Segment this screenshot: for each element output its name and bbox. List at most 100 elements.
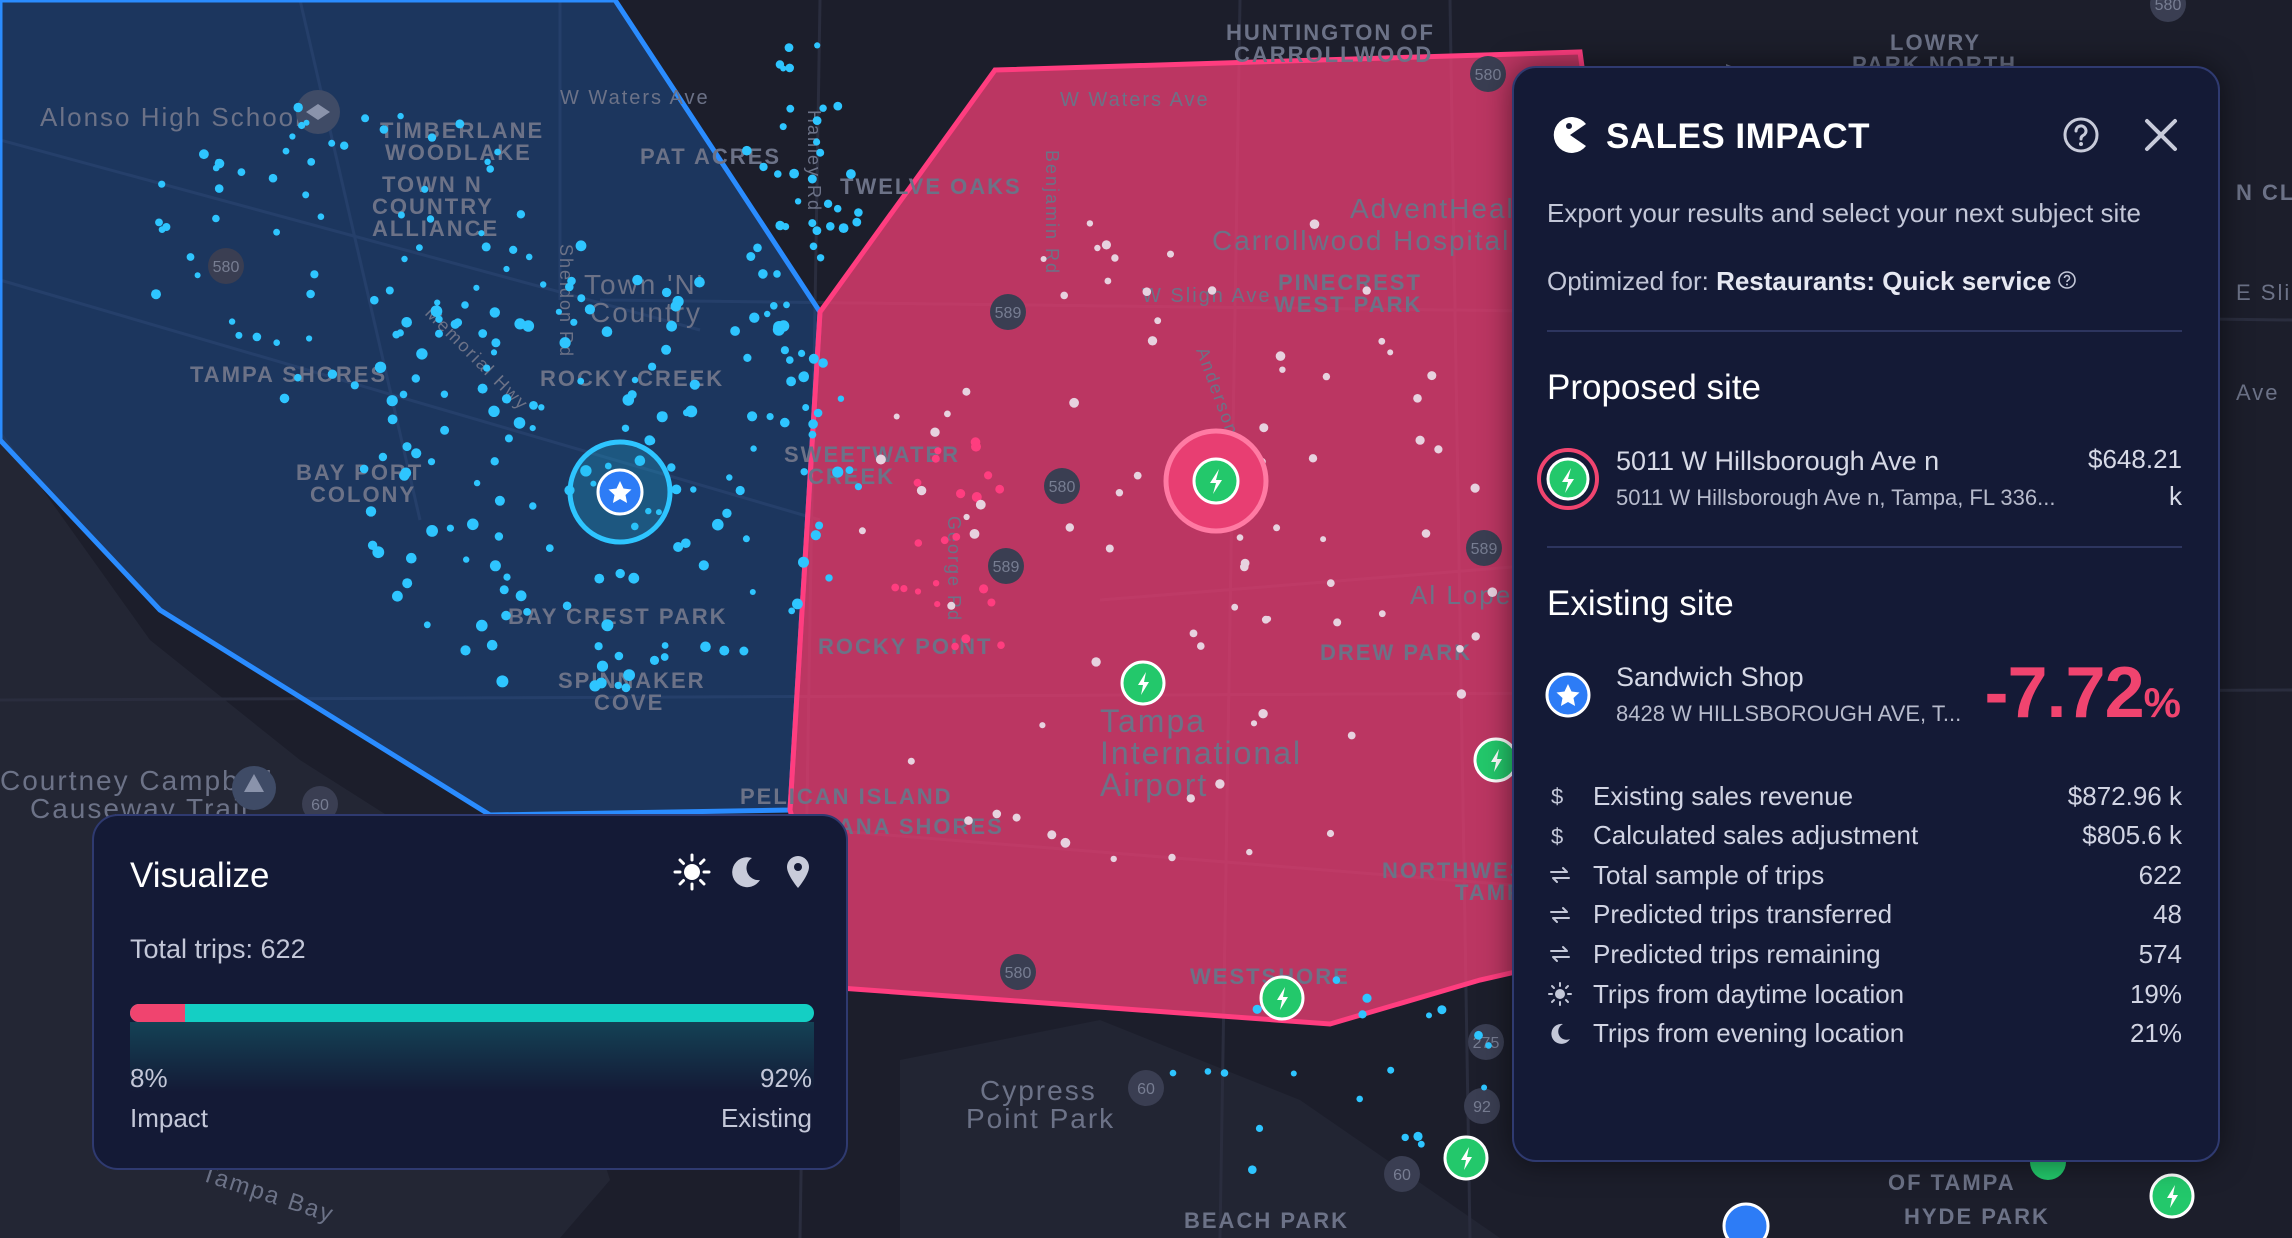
- trip-dot: [1332, 976, 1341, 984]
- existing-site-marker[interactable]: [567, 439, 673, 545]
- trip-dot: [435, 329, 443, 338]
- trip-dot: [1197, 642, 1205, 650]
- sun-icon[interactable]: [672, 852, 712, 897]
- trip-dot: [401, 255, 408, 263]
- trip-dot: [361, 114, 370, 123]
- trip-dot: [1427, 371, 1437, 381]
- svg-text:Hanley Rd: Hanley Rd: [804, 110, 824, 212]
- info-icon[interactable]: [2057, 266, 2077, 297]
- trip-dot: [749, 589, 756, 595]
- trip-dot: [1142, 287, 1152, 297]
- metric-row: Predicted trips remaining 574: [1547, 934, 2182, 974]
- trip-dot: [303, 119, 310, 126]
- close-icon[interactable]: [2138, 112, 2184, 158]
- trip-dot: [268, 173, 278, 183]
- proposed-site-address: 5011 W Hillsborough Ave n, Tampa, FL 336…: [1616, 485, 2056, 510]
- location-pin-icon[interactable]: [780, 852, 816, 897]
- svg-text:W Sligh Ave: W Sligh Ave: [1142, 285, 1271, 307]
- proposed-site-row[interactable]: 5011 W Hillsborough Ave n 5011 W Hillsbo…: [1536, 444, 2182, 511]
- trip-dot: [431, 305, 439, 314]
- trip-dot: [478, 230, 485, 237]
- optimized-for-value[interactable]: Restaurants: Quick service: [1716, 266, 2052, 296]
- trip-dot: [596, 660, 609, 672]
- moon-icon[interactable]: [726, 852, 766, 897]
- sun-icon: [1547, 981, 1575, 1007]
- trip-dot: [473, 479, 481, 487]
- trip-dot: [854, 208, 863, 217]
- trip-dot: [1039, 722, 1046, 729]
- trip-dot: [1252, 1004, 1262, 1014]
- trip-dot: [489, 307, 500, 318]
- trip-dot: [1012, 813, 1021, 822]
- svg-text:Point Park: Point Park: [966, 1103, 1115, 1134]
- svg-text:BEACH PARK: BEACH PARK: [1184, 1208, 1349, 1233]
- svg-text:PINECREST: PINECREST: [1278, 270, 1422, 295]
- trip-dot: [742, 535, 750, 543]
- trip-dot: [698, 560, 709, 571]
- trip-dot: [1167, 250, 1174, 258]
- trip-dot: [446, 524, 454, 532]
- trip-dot: [1069, 397, 1079, 408]
- trip-dot: [666, 320, 677, 332]
- trip-dot: [306, 289, 315, 299]
- existing-trade-area[interactable]: [0, 0, 823, 818]
- trip-dot: [913, 478, 922, 487]
- help-icon[interactable]: [2058, 112, 2104, 158]
- trip-dot: [815, 521, 824, 530]
- trip-dot: [1474, 1030, 1483, 1040]
- trip-dot: [523, 608, 531, 616]
- other-existing-marker[interactable]: [1722, 1202, 1770, 1238]
- trip-dot: [1273, 524, 1281, 532]
- trip-dot: [825, 574, 833, 582]
- trip-dot: [317, 213, 325, 220]
- trip-dot: [488, 405, 500, 417]
- svg-text:COUNTRY: COUNTRY: [372, 194, 494, 219]
- trip-dot: [1250, 720, 1258, 727]
- trip-dot: [661, 642, 669, 649]
- trip-dot: [1147, 336, 1158, 346]
- metric-label: Existing sales revenue: [1593, 780, 1854, 811]
- trip-dot: [749, 312, 760, 323]
- svg-text:580: 580: [1049, 479, 1076, 496]
- trip-dot: [667, 463, 676, 472]
- trip-dot: [808, 419, 818, 429]
- trip-dot: [970, 437, 981, 447]
- trip-dot: [814, 42, 821, 49]
- trip-dot: [934, 447, 942, 455]
- impact-percent: 8%: [130, 1063, 168, 1093]
- svg-text:LOWRY: LOWRY: [1890, 30, 1981, 55]
- trip-dot: [467, 518, 479, 531]
- trip-dot: [584, 304, 596, 315]
- trip-dot: [478, 329, 488, 338]
- trip-dot: [509, 245, 518, 254]
- existing-site-address: 8428 W HILLSBOROUGH AVE, T...: [1616, 701, 1962, 726]
- trip-dot: [604, 462, 612, 470]
- trip-dot: [367, 540, 378, 550]
- proposed-site-marker[interactable]: [1163, 428, 1269, 534]
- svg-text:TWELVE OAKS: TWELVE OAKS: [840, 174, 1022, 199]
- competitor-marker: [2149, 1173, 2195, 1219]
- trip-dot: [562, 601, 572, 611]
- trip-dot: [789, 168, 799, 179]
- trip-dot: [809, 242, 818, 251]
- existing-site-row[interactable]: Sandwich Shop 8428 W HILLSBOROUGH AVE, T…: [1536, 653, 2182, 733]
- existing-legend: 92% Existing: [721, 1058, 812, 1138]
- trip-dot: [759, 162, 768, 172]
- trip-dot: [742, 145, 752, 156]
- trip-dot: [501, 610, 511, 621]
- trip-dot: [1115, 489, 1124, 497]
- trip-dot: [1437, 1005, 1447, 1015]
- water-area: [900, 1020, 1500, 1238]
- trip-dot: [529, 425, 536, 432]
- trip-dot: [963, 513, 970, 521]
- trip-dot: [397, 211, 405, 219]
- trip-dot: [782, 223, 790, 231]
- trip-dot: [440, 425, 450, 435]
- impact-unit: %: [2143, 679, 2181, 726]
- trip-dot: [1110, 855, 1117, 863]
- trip-dot: [819, 104, 827, 112]
- trip-dot: [155, 218, 163, 227]
- trip-dot: [615, 568, 625, 579]
- trip-dot: [379, 125, 389, 134]
